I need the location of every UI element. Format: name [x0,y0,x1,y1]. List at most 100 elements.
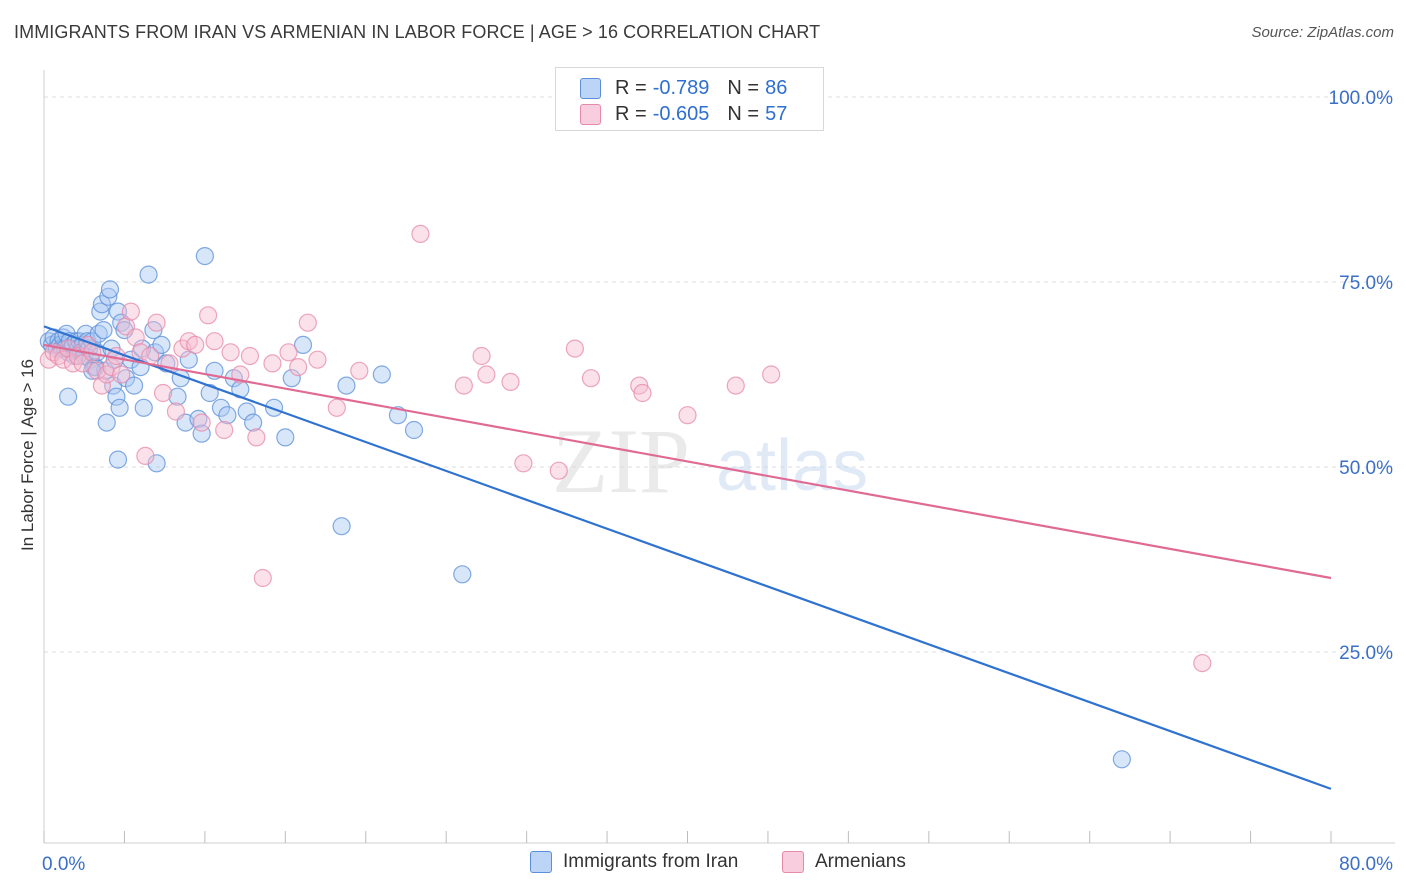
iran-point [83,361,102,380]
iran-point [168,387,187,406]
armenian-point [240,346,260,366]
armenian-point [121,302,140,321]
iran-point [276,428,295,447]
iran-point [110,398,129,417]
iran-point [1112,750,1131,769]
watermark-atlas: atlas [716,426,868,506]
legend-swatch-blue [580,77,601,99]
n-label: N = [727,76,760,99]
watermark-zip: ZIP [552,410,690,512]
armenian-point [762,365,781,384]
n-value: 57 [765,102,788,125]
n-label: N = [727,102,760,125]
armenian-point [192,413,211,432]
armenian-point [1193,653,1212,673]
iran-point [211,398,231,417]
correlation-legend: R = -0.789 N = 86 R = -0.605 N = 57 [555,67,824,131]
iran-point [195,247,214,266]
armenian-point [327,398,346,417]
y-tick-label: 75.0% [1339,273,1393,294]
iran-point [139,265,158,284]
armenian-point [102,358,121,377]
legend-row-armenians: R = -0.605 N = 57 [580,101,787,127]
armenian-point [472,346,491,366]
armenian-point [308,350,327,369]
armenian-point [186,335,205,354]
y-tick-label: 25.0% [1339,643,1393,664]
iran-point [264,398,284,417]
r-label: R = [615,102,647,125]
armenian-point [289,358,308,377]
iran-point [94,321,113,340]
iran-point [337,376,356,395]
iran-point [100,280,120,299]
iran-point [147,454,166,473]
armenian-point [147,313,166,332]
iran-point [107,387,126,406]
iran-point [92,295,112,314]
armenian-point [726,376,745,395]
iran-point [59,387,78,406]
iran-point [124,376,144,395]
iran-point [97,413,116,432]
armenian-point [54,350,73,369]
legend-label-armenians: Armenians [815,851,906,872]
iran-point [91,302,110,321]
iran-point [293,335,313,354]
armenian-point [581,369,601,388]
iran-point [404,420,424,440]
armenian-point [454,376,473,395]
iran-point [134,398,153,417]
iran-point [200,383,219,403]
armenian-point [549,461,568,480]
legend-swatch-pink [580,103,601,125]
legend-row-iran: R = -0.789 N = 86 [580,75,787,101]
armenian-point [153,383,173,403]
iran-point [332,517,351,536]
armenian-point [136,446,155,465]
x-tick-label: 80.0% [1339,854,1393,875]
armenian-point [411,224,430,243]
r-value: -0.789 [652,76,710,99]
legend-swatch-blue [530,851,552,873]
armenian-point [247,428,266,447]
armenian-point [92,376,112,395]
armenian-point [514,454,533,473]
r-value: -0.605 [652,102,710,125]
armenian-point [477,365,496,384]
iran-point [237,402,256,421]
armenian-point [633,383,652,403]
armenian-point [215,420,234,440]
armenian-point [166,402,186,421]
iran-point [282,369,301,388]
iran-point [453,565,472,584]
armenian-point [263,354,282,373]
iran-point [244,413,263,432]
y-axis-label: In Labor Force | Age > 16 [18,358,37,552]
n-value: 86 [765,76,788,99]
series-legend: Immigrants from Iran Armenians [0,851,1406,879]
r-label: R = [615,76,647,99]
legend-item-iran: Immigrants from Iran [530,851,738,873]
armenian-point [678,406,697,425]
iran-point [152,335,171,354]
iran-trend-line [43,325,1332,790]
armenian-point [565,339,584,358]
armenian-point [198,306,218,325]
armenian-point [279,343,298,362]
y-tick-label: 50.0% [1339,458,1393,479]
iran-point [108,450,128,469]
armenian-point [298,313,317,332]
legend-item-armenians: Armenians [782,851,906,873]
legend-label-iran: Immigrants from Iran [563,851,739,872]
armenian-trend-line [43,343,1332,580]
armenian-point [112,365,131,384]
chart-title: IMMIGRANTS FROM IRAN VS ARMENIAN IN LABO… [14,22,821,42]
iran-point [372,365,391,384]
iran-point [388,406,408,425]
source-label: Source: ZipAtlas.com [1251,24,1394,41]
armenian-point [350,361,369,380]
legend-swatch-pink [782,851,804,873]
armenian-point [253,568,272,588]
